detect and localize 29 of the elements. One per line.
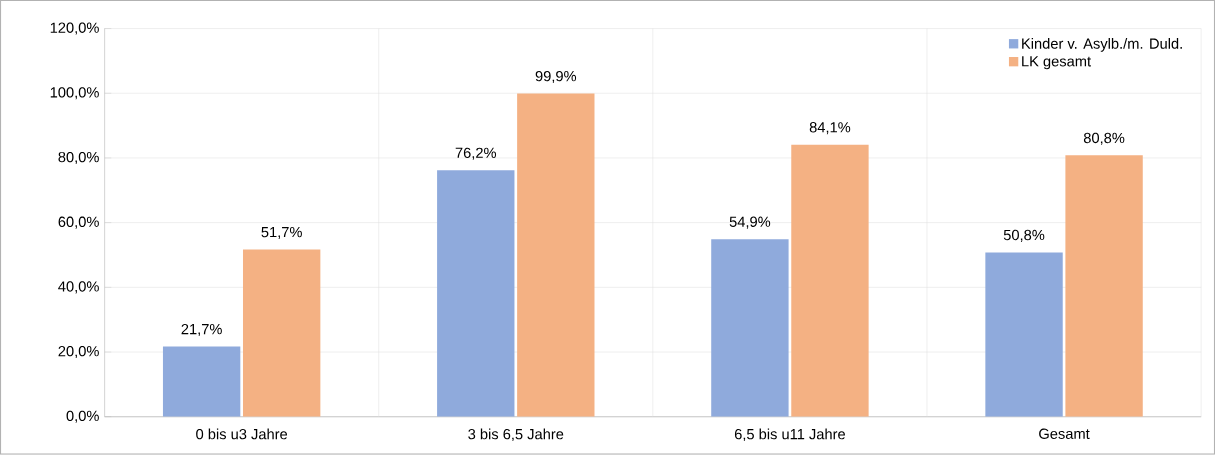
legend-label: LK gesamt [1022,56,1091,70]
y-tick-label: 40,0% [58,281,99,294]
bar [162,346,241,417]
y-tick-label: 20,0% [58,346,99,359]
x-tick-label: 0 bis u3 Jahre [196,428,288,440]
x-tick-label: 6,5 bis u11 Jahre [734,428,845,442]
data-label: 84,1% [809,122,851,135]
bar [517,93,595,417]
bar [985,252,1063,417]
y-tick-label: 60,0% [58,216,99,229]
y-tick-label: 100,0% [50,87,99,100]
data-label: 80,8% [1083,132,1125,146]
x-tick-label: Gesamt [1039,428,1090,440]
x-tick-label: 3 bis 6,5 Jahre [468,428,564,442]
bar [711,239,789,417]
data-label: 54,9% [729,216,771,229]
y-tick-label: 120,0% [50,22,99,35]
data-label: 50,8% [1003,229,1045,243]
data-label: 21,7% [181,324,222,337]
bar [242,249,321,417]
data-label: 76,2% [455,147,497,160]
bar [791,144,869,417]
y-tick-label: 0,0% [66,410,99,423]
legend-label: Kinder v. Asylb./m. Duld. [1022,38,1182,52]
bar [437,170,515,417]
y-tick-label: 80,0% [58,152,99,165]
data-label: 99,9% [535,71,577,84]
bar [1065,155,1143,417]
data-label: 51,7% [261,227,302,240]
